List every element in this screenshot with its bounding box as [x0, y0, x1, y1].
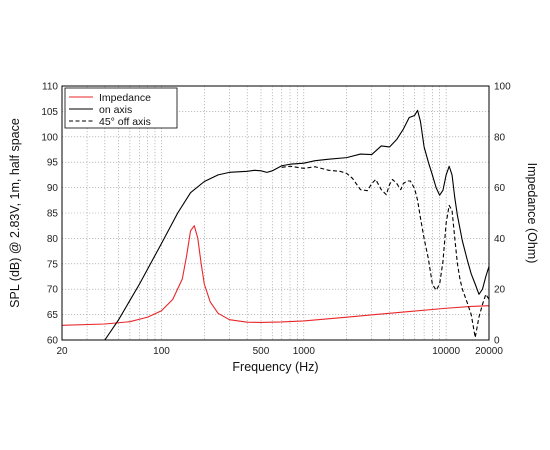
y-tick-label: 90: [47, 183, 59, 194]
y2-tick-label: 60: [494, 183, 506, 194]
y-tick-label: 95: [47, 158, 59, 169]
y-tick-label: 85: [47, 209, 59, 220]
x-tick-label: 20000: [475, 346, 503, 357]
y-tick-label: 60: [47, 336, 59, 347]
y-tick-label: 100: [41, 132, 58, 143]
legend-entry: 45° off axis: [99, 116, 151, 128]
legend-entry: on axis: [99, 104, 132, 116]
x-tick-label: 20: [56, 346, 68, 357]
y-tick-label: 70: [47, 285, 59, 296]
plot-frame: [61, 85, 490, 341]
y2-axis-label: Impedance (Ohm): [525, 163, 539, 264]
series-line-on-axis: [104, 109, 489, 340]
y2-tick-label: 80: [494, 132, 506, 143]
data-series: [62, 109, 489, 340]
y-tick-label: 105: [41, 107, 58, 118]
x-tick-label: 10000: [432, 346, 460, 357]
y-tick-label: 80: [47, 234, 59, 245]
y-tick-label: 110: [42, 82, 58, 93]
y2-tick-label: 20: [494, 285, 506, 296]
x-axis-label: Frequency (Hz): [232, 360, 318, 374]
y2-tick-label: 40: [494, 234, 506, 245]
y2-tick-label: 100: [494, 82, 511, 93]
y-tick-label: 65: [47, 310, 59, 321]
tick-labels: 20 100 500 1000 10000 20000606570758085909510…: [41, 82, 511, 358]
x-tick-label: 1000: [293, 346, 316, 357]
series-line-45-off-axis: [281, 165, 489, 339]
y-axis-label: SPL (dB) @ 2.83V, 1m, half space: [8, 118, 22, 308]
legend-entry: Impedance: [99, 92, 151, 104]
x-tick-label: 500: [253, 346, 270, 357]
series-line-impedance: [62, 225, 489, 326]
y-tick-label: 75: [47, 259, 59, 270]
x-tick-label: 100: [153, 346, 170, 357]
y2-tick-label: 0: [494, 336, 500, 347]
